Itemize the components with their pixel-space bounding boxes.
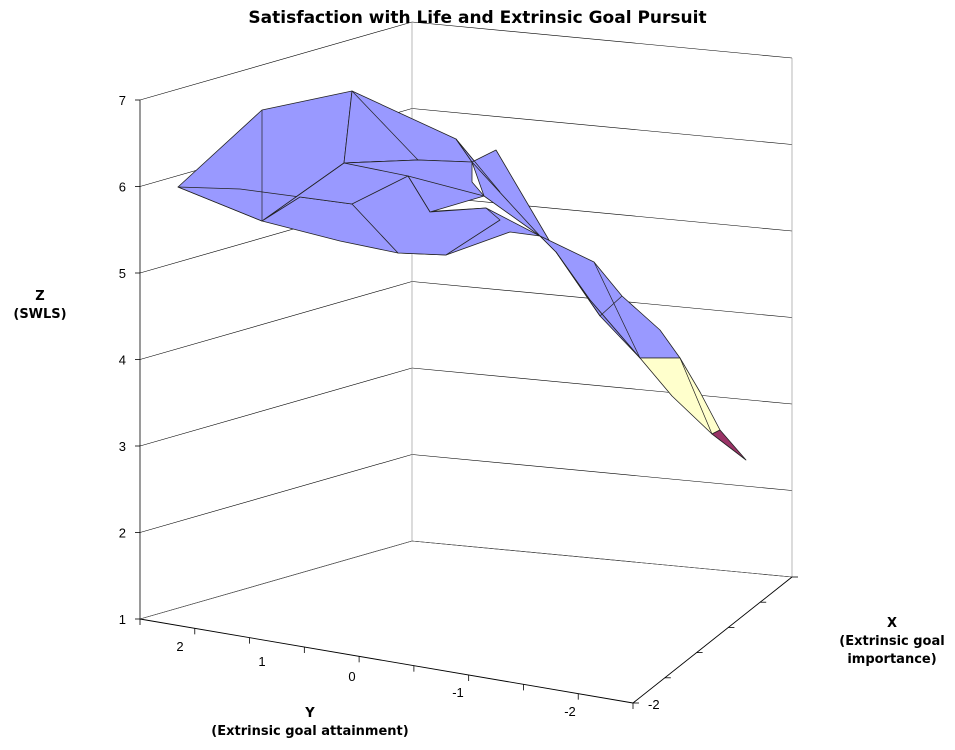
surface-patch	[343, 90, 473, 164]
surface-patch	[711, 429, 747, 461]
gridline-back-wall	[411, 194, 793, 232]
surface-mesh-line	[555, 251, 601, 317]
floor-left-edge	[139, 540, 413, 620]
gridline-back-wall	[411, 367, 793, 405]
x-axis-line	[632, 576, 793, 704]
x-axis-label: (Extrinsic goal importance)	[839, 634, 945, 667]
gridline-back-wall	[411, 108, 793, 145]
z-tick-label: 6	[119, 180, 126, 195]
surface-mesh-line	[407, 175, 485, 197]
z-tick-label: 7	[119, 93, 126, 108]
z-tick-label: 4	[119, 353, 126, 368]
z-tick-label: 1	[119, 612, 126, 627]
surface-mesh-line	[593, 261, 641, 359]
surface-patch	[539, 235, 681, 359]
x-tick-label: -2	[648, 697, 660, 712]
y-tick-label: 0	[348, 669, 355, 684]
z-tick-label: 5	[119, 266, 126, 281]
gridline-back-wall	[411, 454, 793, 491]
surface-patch	[351, 175, 501, 256]
y-tick-label: -1	[452, 685, 464, 700]
z-tick-label: 3	[119, 439, 126, 454]
gridline-left-wall	[139, 454, 413, 533]
y-tick-label: 1	[258, 654, 265, 669]
y-tick-label: -2	[564, 704, 576, 719]
chart-axes: 1 2 3 4 5 6 7 2 1 0 -1 -2 -2	[119, 93, 798, 719]
y-axis-line	[139, 618, 634, 704]
z-axis-name: Z	[35, 289, 45, 304]
gridline-back-wall	[411, 21, 793, 59]
surface-mesh-line	[679, 357, 713, 435]
z-axis-label: (SWLS)	[13, 307, 67, 322]
chart-title: Satisfaction with Life and Extrinsic Goa…	[248, 8, 707, 28]
surface-mesh-line	[351, 90, 419, 161]
x-axis-title: X (Extrinsic goal importance)	[828, 615, 955, 669]
y-axis-label: (Extrinsic goal attainment)	[211, 724, 409, 739]
surface-mesh-line	[599, 295, 623, 317]
chart-grid	[139, 21, 793, 620]
x-axis-name: X	[886, 616, 898, 631]
gridline-left-wall	[139, 21, 413, 101]
chart-surface	[177, 90, 747, 461]
y-axis-title: Y (Extrinsic goal attainment)	[170, 705, 450, 741]
gridline-left-wall	[139, 281, 413, 360]
y-tick-label: 2	[176, 639, 183, 654]
floor-back-edge	[411, 540, 793, 578]
gridline-left-wall	[139, 367, 413, 447]
surface-mesh-line	[455, 138, 501, 193]
z-axis-title: Z (SWLS)	[0, 288, 80, 324]
z-tick-label: 2	[119, 526, 126, 541]
y-axis-name: Y	[305, 706, 315, 721]
